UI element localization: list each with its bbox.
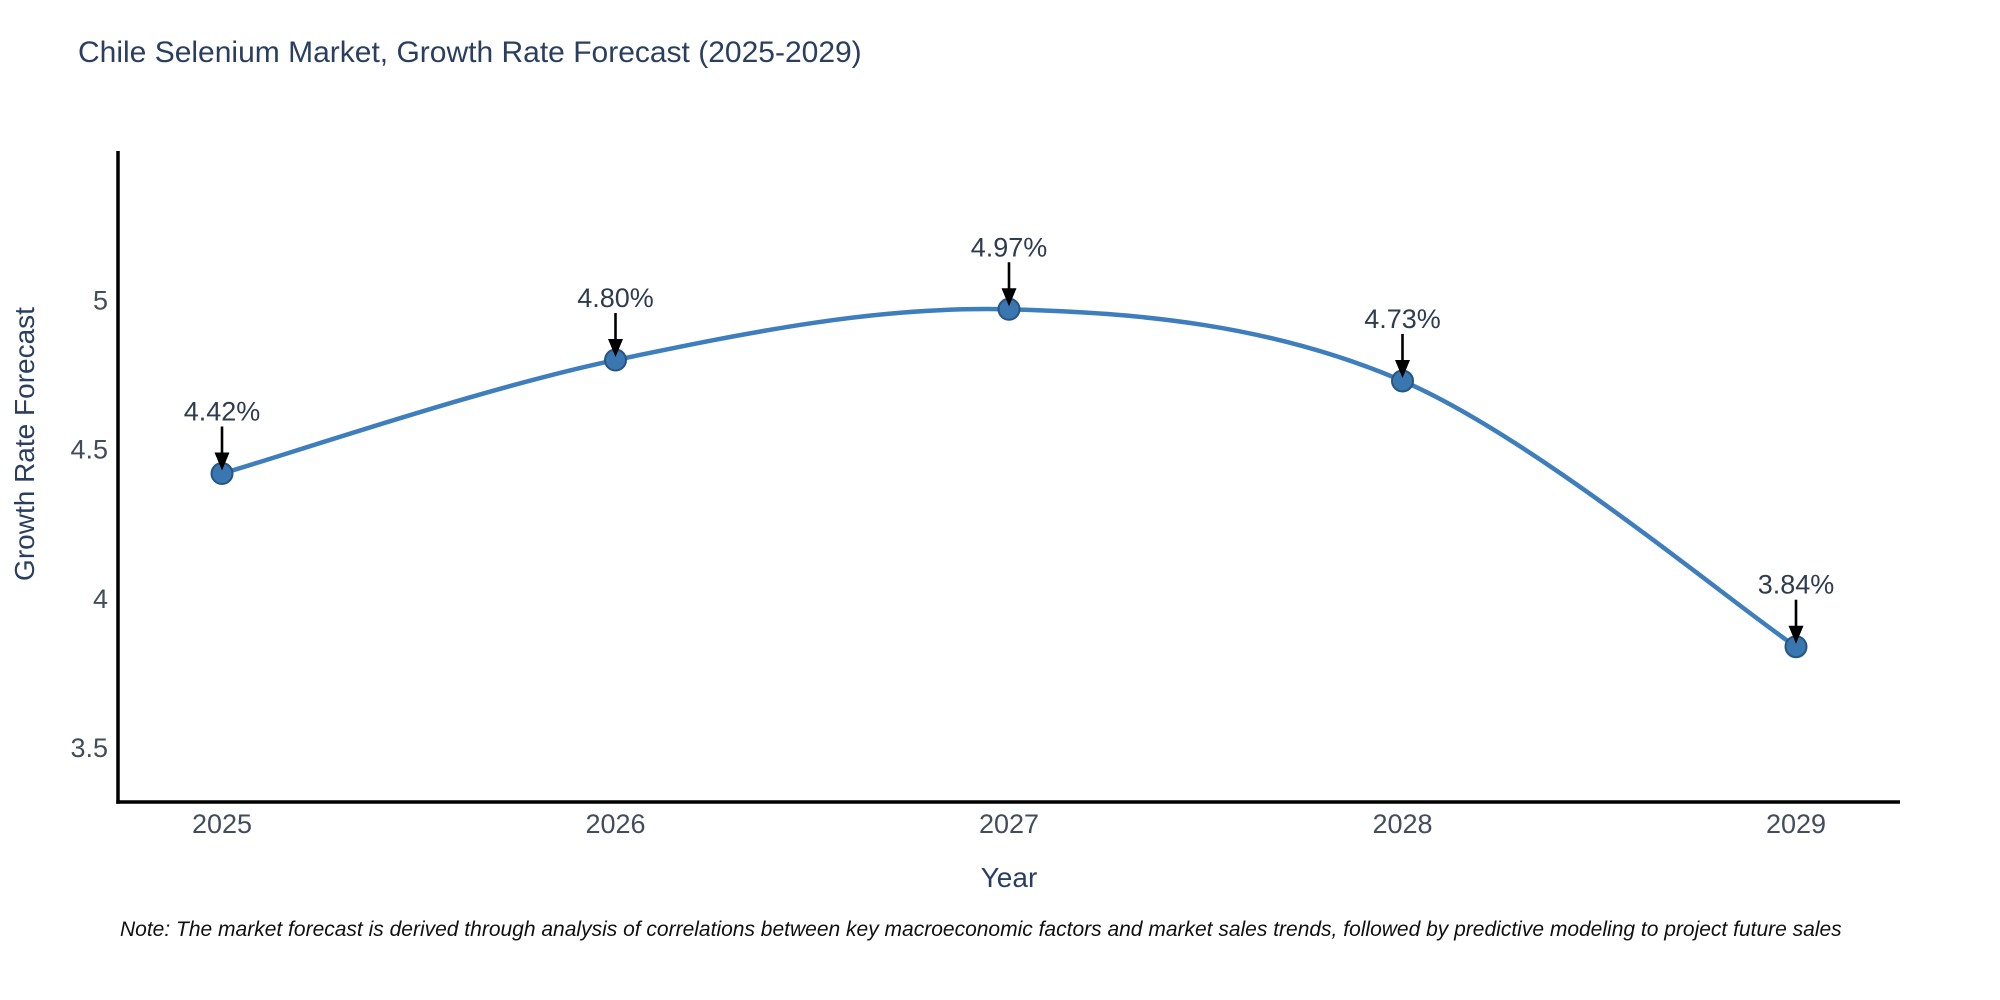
data-point-label: 4.73% (1364, 304, 1441, 334)
x-tick-label: 2025 (192, 809, 252, 839)
footnote: Note: The market forecast is derived thr… (120, 918, 1842, 941)
y-tick-label: 3.5 (70, 733, 108, 763)
y-tick-label: 5 (93, 285, 108, 315)
y-tick-label: 4.5 (70, 435, 108, 465)
annotation-arrowhead-icon (1395, 359, 1410, 378)
annotation-arrowhead-icon (214, 452, 230, 471)
x-tick-label: 2026 (585, 809, 645, 839)
data-point-label: 4.80% (577, 283, 654, 313)
annotation-arrowhead-icon (608, 339, 623, 358)
chart-title: Chile Selenium Market, Growth Rate Forec… (78, 36, 862, 69)
data-point-label: 4.42% (184, 397, 261, 427)
data-point-label: 4.97% (971, 232, 1048, 262)
data-point-label: 3.84% (1758, 570, 1835, 600)
x-tick-label: 2029 (1766, 809, 1826, 839)
x-axis-title: Year (980, 862, 1038, 893)
x-tick-label: 2028 (1372, 809, 1432, 839)
y-tick-label: 4 (93, 584, 108, 614)
trend-line (219, 306, 1799, 649)
annotation-arrowhead-icon (1001, 288, 1017, 307)
x-tick-label: 2027 (979, 809, 1039, 839)
annotation-arrowhead-icon (1788, 625, 1804, 644)
